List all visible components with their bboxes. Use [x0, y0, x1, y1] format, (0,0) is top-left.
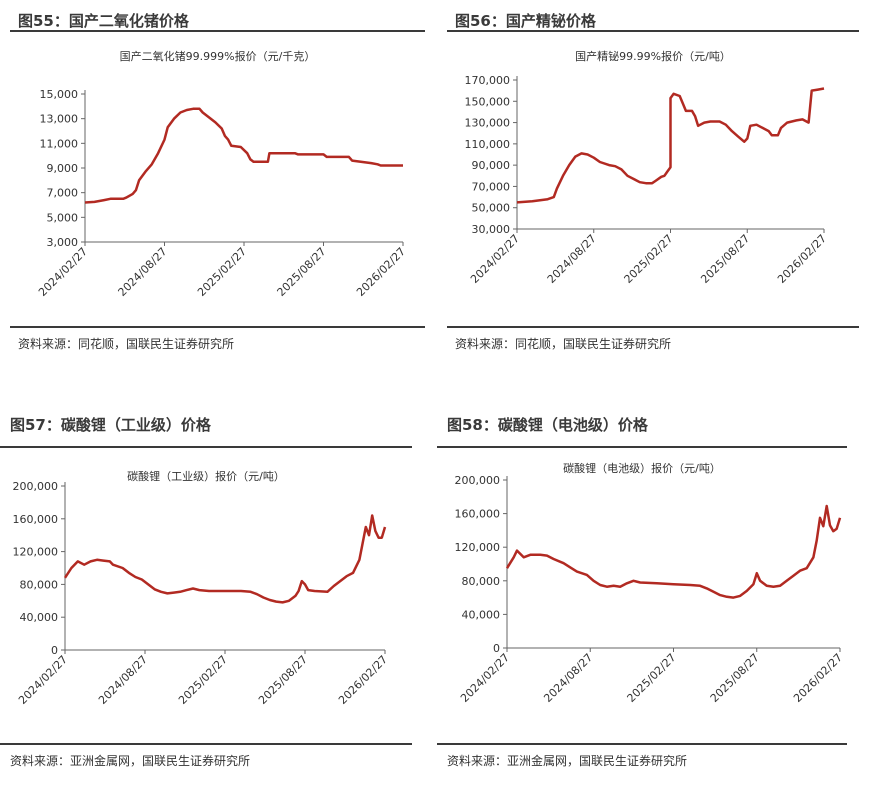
- germanium-dioxide-price-chart: 国产二氧化锗99.999%报价（元/千克） 3,000 5,000 7,000 9,00…: [36, 49, 408, 299]
- x-tick-label: 2025/02/27: [625, 651, 679, 705]
- chart-title: 国产二氧化锗99.999%报价（元/千克）: [120, 49, 316, 63]
- y-tick-label: 150,000: [465, 95, 511, 108]
- x-tick-label: 2026/02/27: [791, 651, 845, 705]
- x-tick-label: 2025/08/27: [698, 232, 752, 286]
- y-tick-label: 200,000: [455, 474, 501, 487]
- y-tick-label: 5,000: [47, 211, 79, 224]
- x-tick-label: 2024/02/27: [458, 651, 512, 705]
- x-tick-label: 2024/02/27: [36, 245, 90, 299]
- y-tick-label: 80,000: [20, 578, 59, 591]
- y-tick-label: 3,000: [47, 236, 79, 249]
- figure-title: 图57：碳酸锂（工业级）价格: [10, 416, 211, 434]
- y-tick-label: 0: [51, 644, 58, 657]
- y-tick-label: 9,000: [47, 162, 79, 175]
- chart-title: 碳酸锂（电池级）报价（元/吨）: [563, 461, 721, 475]
- y-tick-label: 11,000: [40, 137, 79, 150]
- source-rule: [447, 326, 859, 328]
- y-tick-label: 50,000: [472, 202, 511, 215]
- y-tick-label: 40,000: [462, 608, 501, 621]
- y-tick-label: 130,000: [465, 117, 511, 130]
- x-tick-label: 2026/02/27: [775, 232, 829, 286]
- source-rule: [0, 743, 412, 745]
- x-tick-label: 2024/02/27: [468, 232, 522, 286]
- source-rule: [437, 743, 847, 745]
- x-tick-label: 2025/02/27: [622, 232, 676, 286]
- x-tick-label: 2025/08/27: [275, 245, 329, 299]
- y-tick-label: 170,000: [465, 74, 511, 87]
- y-tick-label: 0: [493, 642, 500, 655]
- source-note: 资料来源：同花顺，国联民生证券研究所: [455, 337, 672, 351]
- y-tick-label: 70,000: [472, 180, 511, 193]
- lithium-carbonate-battery-chart: 碳酸锂（电池级）报价（元/吨） 0 40,000 80,000 120,000 160,0…: [455, 461, 846, 705]
- y-tick-label: 7,000: [47, 187, 79, 200]
- lithium-carbonate-industrial-chart: 碳酸锂（工业级）报价（元/吨） 0 40,000 80,000 120,000 160,0…: [13, 469, 391, 707]
- x-tick-label: 2024/08/27: [116, 245, 170, 299]
- x-tick-label: 2025/08/27: [708, 651, 762, 705]
- chart-title: 国产精铋99.99%报价（元/吨）: [575, 49, 731, 63]
- x-tick-label: 2024/08/27: [96, 653, 150, 707]
- title-rule: [0, 446, 412, 448]
- y-tick-label: 80,000: [462, 575, 501, 588]
- x-tick-label: 2024/02/27: [16, 653, 70, 707]
- y-tick-label: 13,000: [40, 113, 79, 126]
- y-tick-label: 40,000: [20, 611, 59, 624]
- figure-title: 图58：碳酸锂（电池级）价格: [447, 416, 648, 434]
- y-tick-label: 160,000: [455, 508, 501, 521]
- x-tick-label: 2025/02/27: [195, 245, 249, 299]
- chart-title: 碳酸锂（工业级）报价（元/吨）: [127, 469, 285, 483]
- x-tick-label: 2026/02/27: [354, 245, 408, 299]
- y-tick-label: 110,000: [465, 138, 511, 151]
- title-rule: [437, 446, 847, 448]
- x-tick-label: 2024/08/27: [545, 232, 599, 286]
- figure-title: 图55：国产二氧化锗价格: [18, 12, 189, 30]
- price-series-line: [63, 514, 387, 604]
- price-series-line: [516, 87, 825, 204]
- y-tick-label: 90,000: [472, 159, 511, 172]
- y-tick-label: 120,000: [13, 546, 59, 559]
- title-rule: [10, 30, 425, 32]
- y-tick-label: 120,000: [455, 541, 501, 554]
- y-tick-label: 160,000: [13, 513, 59, 526]
- source-note: 资料来源：亚洲金属网，国联民生证券研究所: [10, 754, 251, 768]
- y-tick-label: 200,000: [13, 480, 59, 493]
- source-note: 资料来源：同花顺，国联民生证券研究所: [18, 337, 235, 351]
- title-rule: [447, 30, 859, 32]
- y-tick-label: 30,000: [472, 223, 511, 236]
- x-tick-label: 2025/02/27: [176, 653, 230, 707]
- price-series-line: [84, 107, 403, 204]
- y-tick-label: 15,000: [40, 88, 79, 101]
- source-note: 资料来源：亚洲金属网，国联民生证券研究所: [447, 754, 688, 768]
- source-rule: [10, 326, 425, 328]
- x-tick-label: 2026/02/27: [336, 653, 390, 707]
- x-tick-label: 2024/08/27: [541, 651, 595, 705]
- x-tick-label: 2025/08/27: [256, 653, 310, 707]
- bismuth-price-chart: 国产精铋99.99%报价（元/吨） 30,000 50,000 70,000 90,00…: [465, 49, 830, 286]
- price-series-line: [505, 504, 842, 599]
- figure-title: 图56：国产精铋价格: [455, 12, 596, 30]
